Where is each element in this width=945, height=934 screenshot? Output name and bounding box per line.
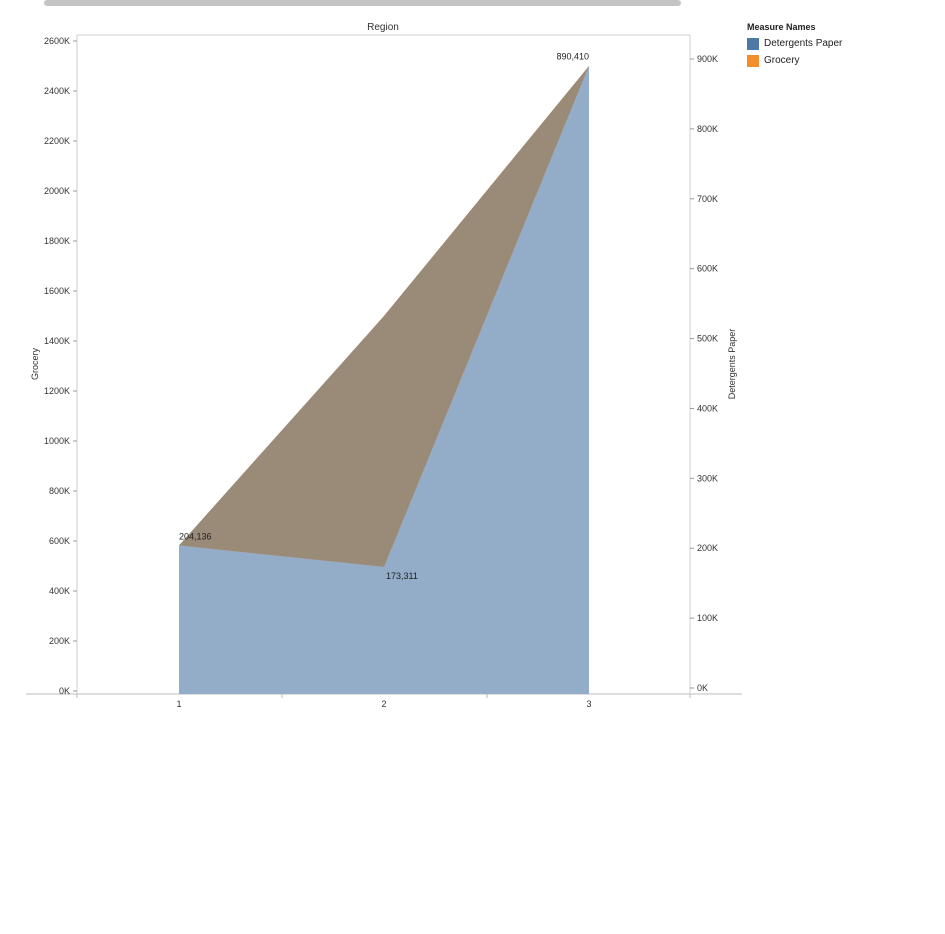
right-tick-label: 100K: [697, 613, 718, 623]
left-tick-label: 1400K: [44, 336, 70, 346]
right-tick-label: 0K: [697, 683, 708, 693]
legend: Measure Names Detergents Paper Grocery: [747, 22, 842, 69]
left-tick-label: 2600K: [44, 36, 70, 46]
left-tick-label: 800K: [49, 486, 70, 496]
left-tick-label: 1200K: [44, 386, 70, 396]
left-tick-label: 200K: [49, 636, 70, 646]
left-tick-label: 1800K: [44, 236, 70, 246]
x-tick-label: 2: [381, 699, 386, 709]
left-tick-label: 2000K: [44, 186, 70, 196]
left-tick-label: 2200K: [44, 136, 70, 146]
right-tick-label: 900K: [697, 54, 718, 64]
data-label: 890,410: [556, 52, 589, 62]
x-tick-label: 1: [176, 699, 181, 709]
legend-item-grocery[interactable]: Grocery: [747, 52, 842, 69]
left-tick-label: 600K: [49, 536, 70, 546]
left-tick-label: 1000K: [44, 436, 70, 446]
legend-swatch-detergents-paper: [747, 37, 759, 50]
x-tick-label: 3: [586, 699, 591, 709]
right-tick-label: 800K: [697, 124, 718, 134]
right-tick-label: 200K: [697, 543, 718, 553]
legend-swatch-grocery: [747, 54, 759, 67]
right-tick-label: 700K: [697, 194, 718, 204]
chart-title: Region: [367, 22, 399, 33]
legend-label-grocery: Grocery: [764, 55, 800, 66]
legend-title: Measure Names: [747, 22, 816, 32]
right-tick-label: 500K: [697, 334, 718, 344]
legend-item-detergents-paper[interactable]: Detergents Paper: [747, 35, 842, 52]
right-tick-label: 400K: [697, 403, 718, 413]
left-axis-title: Grocery: [30, 348, 40, 381]
right-tick-label: 600K: [697, 264, 718, 274]
data-label: 204,136: [179, 531, 212, 541]
horizontal-scrollbar[interactable]: [44, 0, 681, 6]
overlap-area: [179, 65, 589, 567]
left-tick-label: 1600K: [44, 286, 70, 296]
left-tick-label: 0K: [59, 686, 70, 696]
right-axis-title: Detergents Paper: [727, 329, 737, 400]
right-tick-label: 300K: [697, 473, 718, 483]
detergents-paper-area: [179, 65, 589, 695]
left-tick-label: 400K: [49, 586, 70, 596]
legend-label-detergents-paper: Detergents Paper: [764, 38, 843, 49]
left-tick-label: 2400K: [44, 86, 70, 96]
data-label: 173,311: [386, 571, 418, 581]
